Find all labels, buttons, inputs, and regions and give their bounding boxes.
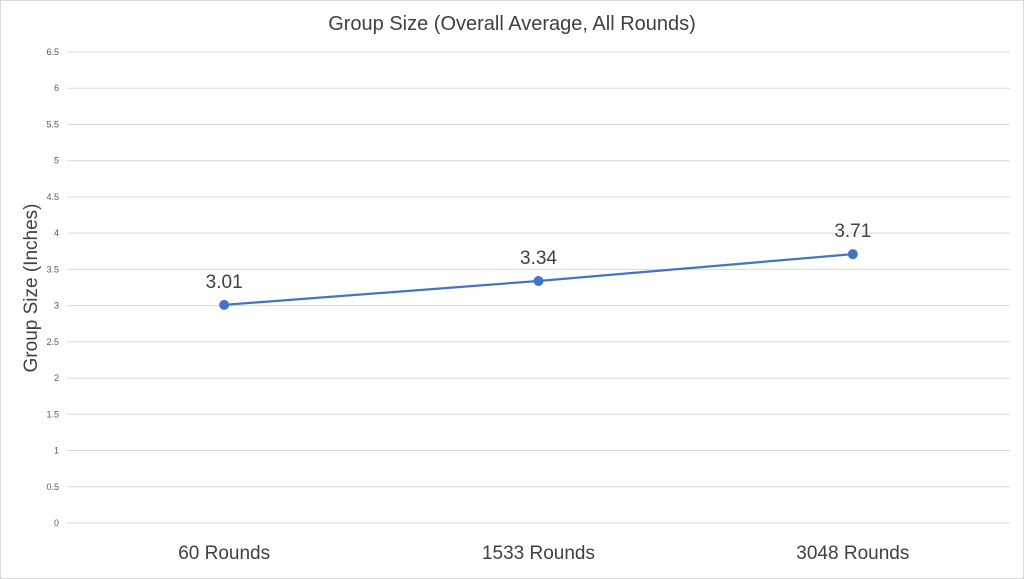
y-tick-label: 5.5 bbox=[46, 119, 59, 129]
y-tick-label: 4.5 bbox=[46, 192, 59, 202]
y-tick-label: 4 bbox=[54, 228, 59, 238]
y-tick-label: 6 bbox=[54, 83, 59, 93]
data-label: 3.34 bbox=[520, 248, 557, 269]
x-tick-label: 3048 Rounds bbox=[796, 543, 909, 564]
y-tick-label: 0 bbox=[54, 518, 59, 528]
x-axis-ticks: 60 Rounds 1533 Rounds 3048 Rounds bbox=[178, 543, 909, 564]
series-layer bbox=[219, 249, 858, 310]
data-label: 3.01 bbox=[206, 272, 243, 293]
y-tick-label: 2.5 bbox=[46, 337, 59, 347]
y-tick-label: 5 bbox=[54, 156, 59, 166]
y-tick-label: 3 bbox=[54, 301, 59, 311]
y-axis-label: Group Size (Inches) bbox=[21, 204, 42, 373]
x-tick-label: 60 Rounds bbox=[178, 543, 270, 564]
gridlines bbox=[67, 51, 1010, 524]
y-tick-label: 1 bbox=[54, 446, 59, 456]
data-labels: 3.01 3.34 3.71 bbox=[206, 221, 872, 293]
data-point bbox=[533, 275, 544, 286]
x-tick-label: 1533 Rounds bbox=[482, 543, 595, 564]
data-point bbox=[847, 249, 858, 260]
data-point bbox=[219, 299, 230, 310]
y-tick-label: 6.5 bbox=[46, 47, 59, 57]
y-tick-label: 1.5 bbox=[46, 409, 59, 419]
chart-title: Group Size (Overall Average, All Rounds) bbox=[328, 13, 696, 35]
y-axis-ticks: 0 0.5 1 1.5 2 2.5 3 3.5 4 4.5 5 5.5 6 6.5 bbox=[46, 47, 59, 528]
y-tick-label: 2 bbox=[54, 373, 59, 383]
y-tick-label: 3.5 bbox=[46, 264, 59, 274]
y-tick-label: 0.5 bbox=[46, 482, 59, 492]
data-label: 3.71 bbox=[834, 221, 871, 242]
